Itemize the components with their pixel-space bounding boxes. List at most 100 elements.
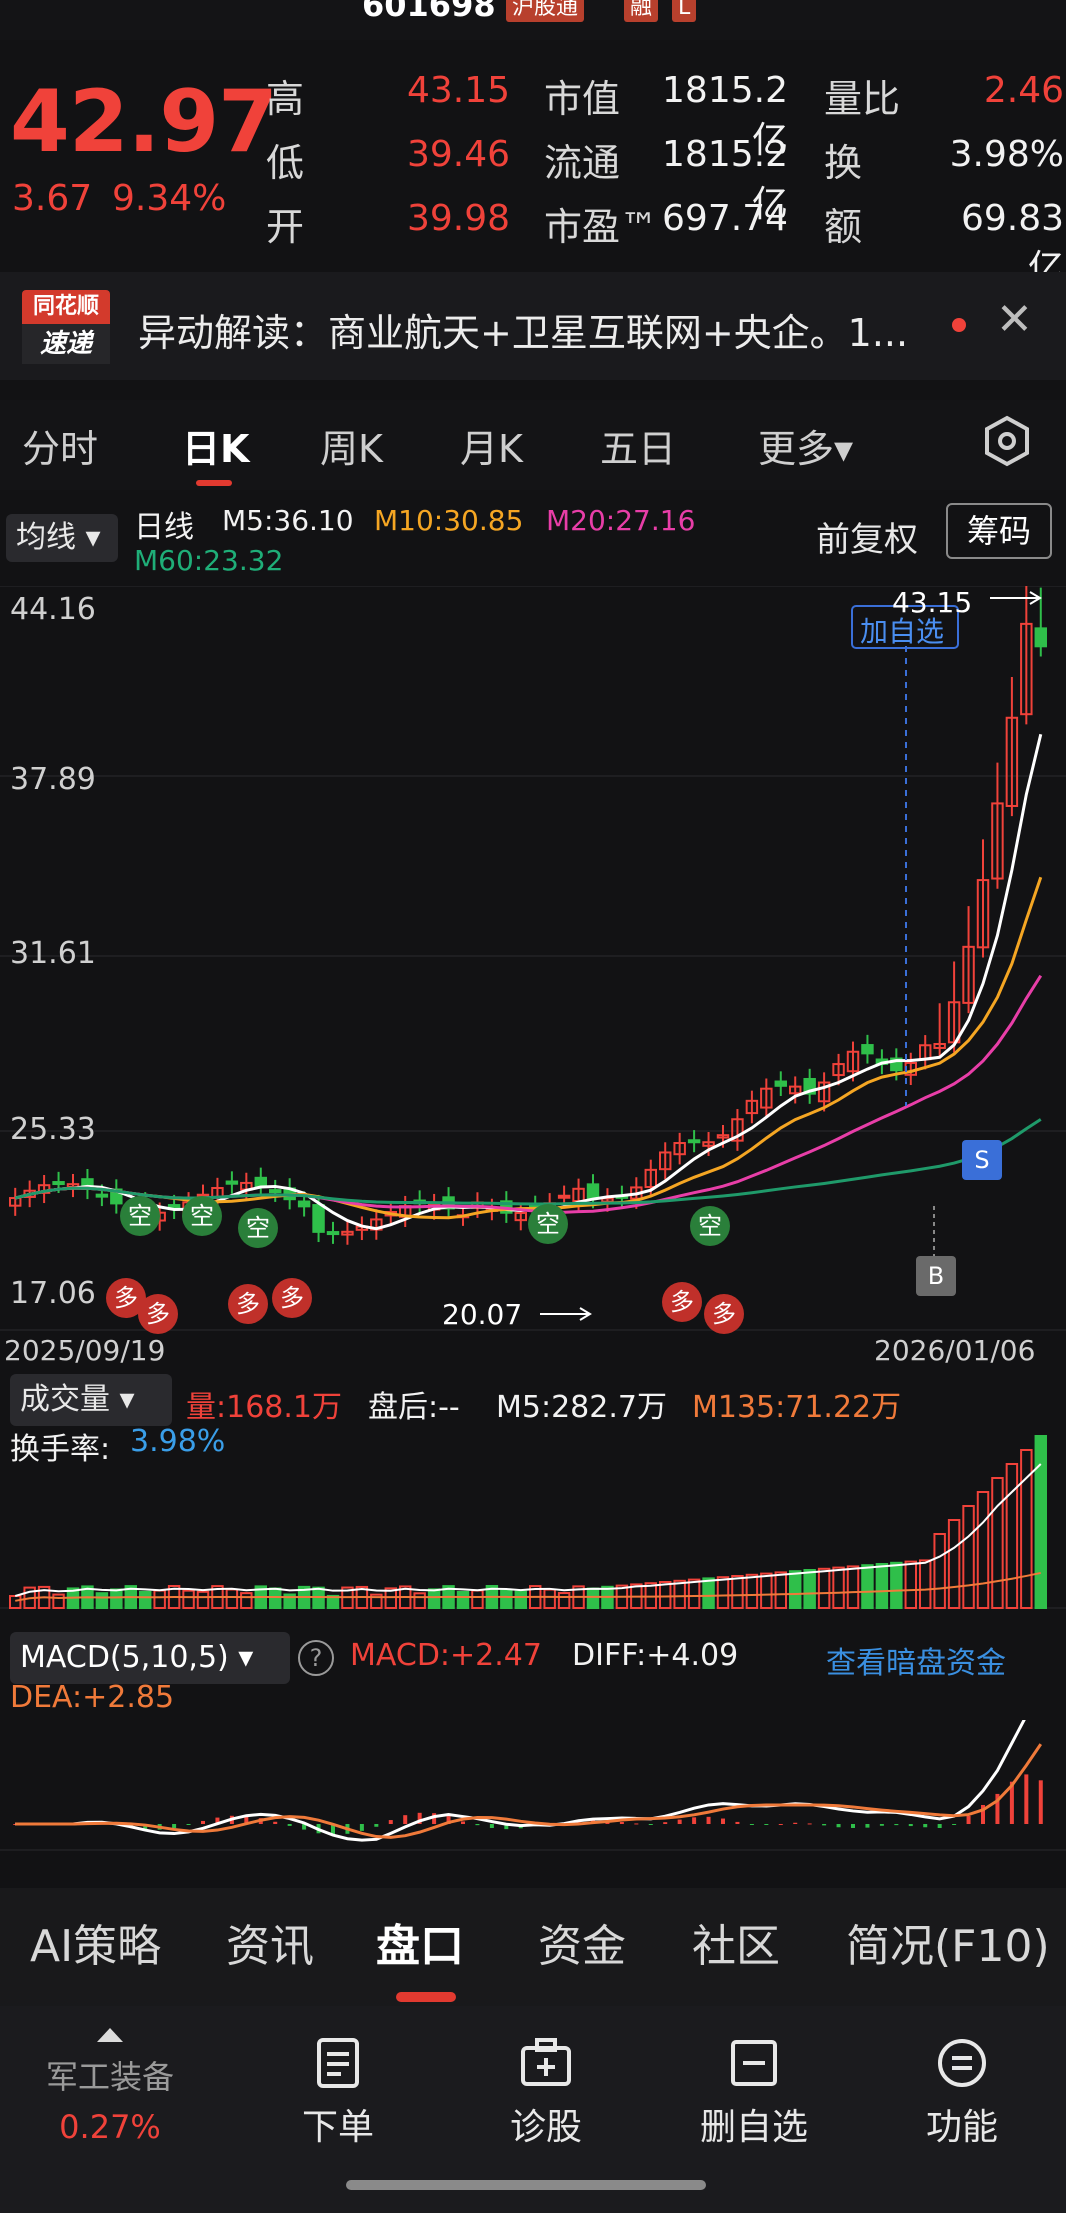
macd-bar <box>793 1822 798 1824</box>
home-indicator <box>346 2180 706 2190</box>
menu-circle-icon <box>938 2039 986 2087</box>
long-signal-badge[interactable]: 多 <box>228 1284 268 1324</box>
macd-bar <box>836 1824 841 1828</box>
medkit-icon <box>521 2038 571 2086</box>
short-signal-badge[interactable]: 空 <box>690 1206 730 1246</box>
candle-body <box>37 1184 51 1194</box>
volume-bar <box>846 1565 860 1609</box>
macd-select[interactable]: MACD(5,10,5) ▾ <box>10 1632 290 1684</box>
volume-bar <box>933 1533 946 1609</box>
macd-bar <box>172 1824 177 1829</box>
tab-monthly-k[interactable]: 月K <box>460 427 523 471</box>
settings-hex-icon[interactable] <box>980 414 1034 468</box>
volume-bar <box>991 1477 1004 1609</box>
ma10-line <box>14 876 1043 1220</box>
buy-signal-badge[interactable]: B <box>916 1256 956 1296</box>
volume-bar <box>861 1564 874 1609</box>
dark-pool-link[interactable]: 查看暗盘资金 <box>826 1646 1006 1681</box>
long-signal-badge[interactable]: 多 <box>138 1294 178 1334</box>
volume-bar <box>384 1587 397 1610</box>
volume-bar <box>500 1589 513 1609</box>
help-icon[interactable]: ? <box>298 1640 334 1676</box>
volume-bar <box>456 1590 470 1610</box>
volume-select[interactable]: 成交量 ▾ <box>10 1374 172 1426</box>
news-headline[interactable]: 异动解读：商业航天+卫星互联网+央企。1... <box>138 311 909 355</box>
function-button[interactable]: 功能 <box>892 2036 1032 2150</box>
volume-bar <box>947 1519 961 1609</box>
l-tag: L <box>672 0 697 22</box>
tab-more[interactable]: 更多▾ <box>758 427 854 471</box>
candle-body <box>702 1141 715 1147</box>
remove-watch-button[interactable]: 删自选 <box>684 2036 824 2150</box>
volume-bar <box>904 1560 917 1610</box>
price-change: 3.67 <box>12 178 93 219</box>
kline-chart[interactable] <box>0 586 1066 1356</box>
volume-bar <box>832 1566 845 1610</box>
volratio-value: 2.46 <box>983 70 1064 111</box>
volume-bar <box>586 1587 600 1610</box>
volume-bar <box>225 1588 239 1609</box>
volume-value: 量:168.1万 <box>186 1390 342 1425</box>
long-signal-badge[interactable]: 多 <box>272 1278 312 1318</box>
volume-bar <box>774 1571 787 1609</box>
order-button[interactable]: 下单 <box>268 2036 408 2150</box>
tab-f10[interactable]: 简况(F10) <box>846 1921 1050 1972</box>
pe-value: 697.74 <box>662 198 788 239</box>
macd-bar <box>692 1817 697 1824</box>
macd-bar <box>764 1824 769 1825</box>
long-signal-badge[interactable]: 多 <box>662 1282 702 1322</box>
diagnose-button[interactable]: 诊股 <box>476 2036 616 2150</box>
volume-bar <box>1020 1449 1033 1609</box>
macd-bar <box>446 1816 451 1824</box>
macd-bar <box>576 1820 581 1824</box>
volume-bar <box>673 1579 686 1610</box>
news-banner[interactable]: 同花顺 速递 异动解读：商业航天+卫星互联网+央企。1... ✕ <box>0 272 1066 380</box>
candle-body <box>976 879 990 949</box>
tab-intraday[interactable]: 分时 <box>22 427 99 471</box>
candle-body <box>774 1080 787 1087</box>
macd-chart[interactable] <box>0 1720 1066 1870</box>
short-signal-badge[interactable]: 空 <box>182 1196 222 1236</box>
candle-body <box>341 1230 354 1236</box>
tab-ai-strategy[interactable]: AI策略 <box>30 1921 162 1972</box>
long-signal-badge[interactable]: 多 <box>704 1294 744 1334</box>
add-watch-tag[interactable]: 加自选 <box>860 615 945 648</box>
volume-bar <box>514 1590 527 1609</box>
candle-body <box>52 1181 65 1186</box>
macd-value: MACD:+2.47 <box>350 1638 542 1673</box>
tab-daily-k[interactable]: 日K <box>182 427 250 471</box>
candle-body <box>1020 622 1033 716</box>
candle-body <box>991 802 1004 880</box>
sell-signal-badge[interactable]: S <box>962 1140 1002 1180</box>
volume-bar <box>817 1567 831 1610</box>
tab-weekly-k[interactable]: 周K <box>320 427 383 471</box>
high-label: 高 <box>266 77 305 121</box>
adjust-select[interactable]: 前复权 <box>816 520 918 560</box>
unread-dot <box>952 318 966 332</box>
ma5-line <box>14 733 1043 1231</box>
chips-button[interactable]: 筹码 <box>946 503 1052 559</box>
turnover-rate-value: 3.98% <box>130 1424 226 1459</box>
tab-news[interactable]: 资讯 <box>226 1921 314 1972</box>
short-signal-badge[interactable]: 空 <box>528 1204 568 1244</box>
y-tick-2: 37.89 <box>10 762 96 797</box>
candle-body <box>514 1211 527 1222</box>
tab-funds[interactable]: 资金 <box>538 1921 626 1972</box>
tab-five-day[interactable]: 五日 <box>600 427 677 471</box>
news-logo: 同花顺 速递 <box>22 290 110 364</box>
sector-info[interactable]: 军工装备 0.27% <box>20 2026 200 2146</box>
close-icon[interactable]: ✕ <box>996 294 1033 345</box>
tab-order-book[interactable]: 盘口 <box>376 1921 464 1972</box>
tab-community[interactable]: 社区 <box>692 1921 780 1972</box>
x-end-date: 2026/01/06 <box>874 1334 1036 1367</box>
macd-bar <box>374 1824 379 1827</box>
open-label: 开 <box>266 205 305 249</box>
short-signal-badge[interactable]: 空 <box>238 1208 278 1248</box>
active-tab-indicator <box>196 480 232 486</box>
y-tick-4: 25.33 <box>10 1112 96 1147</box>
indicator-select[interactable]: 均线 ▾ <box>6 514 118 562</box>
ma20-value: M20:27.16 <box>546 504 696 537</box>
amount-value: 69.83亿 <box>960 198 1064 289</box>
volume-chart[interactable] <box>0 1420 1066 1610</box>
short-signal-badge[interactable]: 空 <box>120 1196 160 1236</box>
